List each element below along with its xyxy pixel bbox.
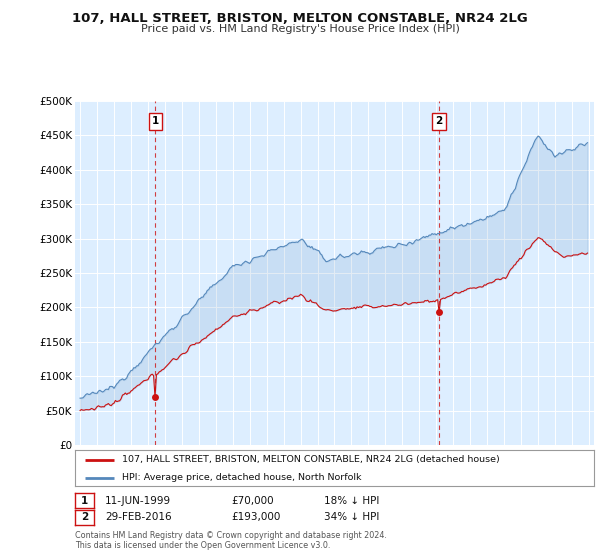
Text: 34% ↓ HPI: 34% ↓ HPI (324, 512, 379, 522)
Text: HPI: Average price, detached house, North Norfolk: HPI: Average price, detached house, Nort… (122, 473, 361, 482)
Text: Price paid vs. HM Land Registry's House Price Index (HPI): Price paid vs. HM Land Registry's House … (140, 24, 460, 34)
Text: 107, HALL STREET, BRISTON, MELTON CONSTABLE, NR24 2LG (detached house): 107, HALL STREET, BRISTON, MELTON CONSTA… (122, 455, 499, 464)
Text: £70,000: £70,000 (231, 496, 274, 506)
Text: 107, HALL STREET, BRISTON, MELTON CONSTABLE, NR24 2LG: 107, HALL STREET, BRISTON, MELTON CONSTA… (72, 12, 528, 25)
Text: Contains HM Land Registry data © Crown copyright and database right 2024.
This d: Contains HM Land Registry data © Crown c… (75, 531, 387, 550)
Text: 1: 1 (81, 496, 88, 506)
Text: 29-FEB-2016: 29-FEB-2016 (105, 512, 172, 522)
Text: £193,000: £193,000 (231, 512, 280, 522)
Text: 1: 1 (152, 116, 159, 127)
Text: 11-JUN-1999: 11-JUN-1999 (105, 496, 171, 506)
Text: 18% ↓ HPI: 18% ↓ HPI (324, 496, 379, 506)
Text: 2: 2 (436, 116, 443, 127)
Text: 2: 2 (81, 512, 88, 522)
